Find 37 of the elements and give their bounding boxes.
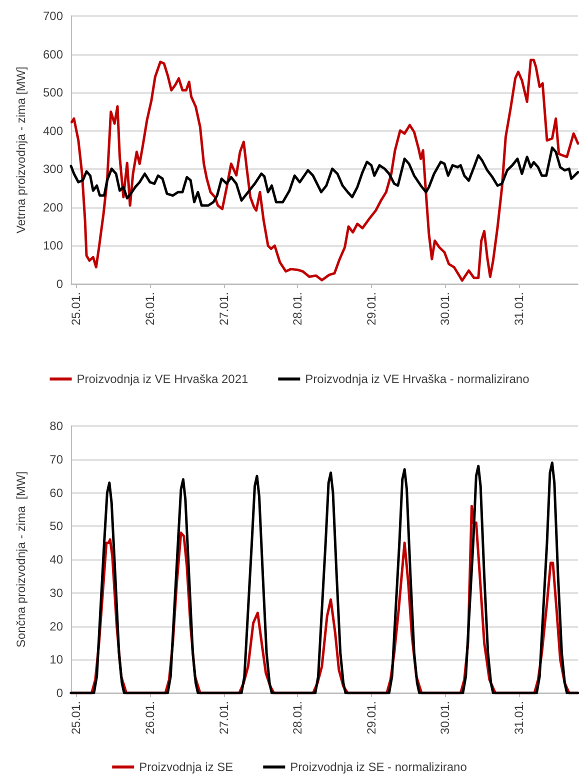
x-tick-label: 31.01. [512, 292, 526, 326]
y-tick-label: 600 [42, 47, 64, 62]
legend-label: Proizvodnja iz VE Hrvaška 2021 [76, 372, 248, 386]
x-tick-label: 27.01. [216, 701, 231, 734]
x-tick-label: 29.01. [364, 292, 378, 326]
legend-label: Proizvodnja iz VE Hrvaška - normalizirano [305, 372, 530, 386]
y-tick-label: 50 [50, 519, 64, 534]
y-tick-label: 100 [42, 238, 64, 253]
y-tick-label: 70 [50, 452, 64, 466]
x-tick-label: 31.01. [512, 701, 526, 734]
x-tick-label: 27.01. [216, 292, 231, 326]
y-tick-label: 300 [42, 162, 64, 176]
x-tick-label: 26.01. [142, 292, 157, 326]
y-axis-title: Vetrna proizvodnja - zima [MW] [14, 66, 28, 234]
y-tick-label: 80 [50, 419, 64, 433]
y-tick-label: 0 [56, 686, 64, 700]
x-tick-label: 30.01. [438, 701, 452, 734]
y-tick-label: 10 [50, 652, 64, 667]
x-tick-label: 25.01. [69, 292, 84, 326]
x-tick-label: 26.01. [142, 701, 157, 734]
y-tick-label: 700 [42, 9, 64, 23]
y-tick-label: 60 [50, 486, 64, 500]
legend-label: Proizvodnja iz SE [139, 760, 234, 774]
y-tick-label: 200 [42, 200, 64, 214]
legend-label: Proizvodnja iz SE - normalizirano [290, 760, 468, 774]
x-tick-label: 29.01. [364, 701, 378, 734]
x-tick-label: 28.01. [290, 701, 305, 734]
y-axis-title: Sončna proizvodnja - zima [MW] [14, 471, 28, 648]
y-tick-label: 20 [50, 619, 64, 634]
y-tick-label: 30 [50, 586, 64, 600]
y-tick-label: 400 [42, 124, 64, 138]
x-tick-label: 30.01. [438, 292, 452, 326]
y-tick-label: 500 [42, 86, 64, 100]
y-tick-label: 40 [50, 552, 64, 566]
y-tick-label: 0 [56, 277, 64, 291]
x-tick-label: 28.01. [290, 292, 305, 326]
x-tick-label: 25.01. [69, 701, 84, 734]
